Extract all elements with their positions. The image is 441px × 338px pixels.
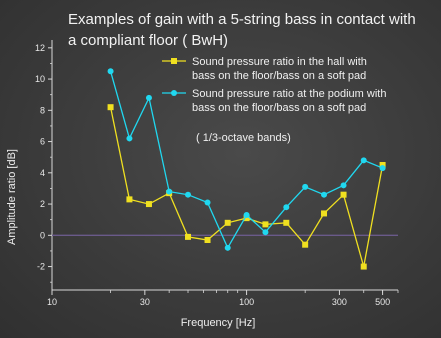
legend-marker-podium — [171, 90, 177, 96]
y-tick-label: 10 — [35, 74, 45, 84]
legend: Sound pressure ratio in the hall with ba… — [162, 56, 386, 144]
y-tick-label: 2 — [40, 199, 45, 209]
data-point-podium — [107, 68, 114, 75]
data-point-podium — [302, 183, 309, 190]
x-axis-label: Frequency [Hz] — [181, 317, 256, 329]
data-point-hall — [224, 219, 231, 226]
data-point-podium — [321, 191, 328, 198]
data-point-hall — [283, 219, 290, 226]
legend-label-hall-line-1: Sound pressure ratio in the hall with — [192, 56, 367, 68]
data-point-podium — [262, 229, 269, 236]
legend-label-podium-line-2: bass on the floor/bass on a soft pad — [192, 102, 366, 114]
data-point-podium — [224, 244, 231, 251]
data-point-podium — [204, 199, 211, 206]
chart-title-line-1: Examples of gain with a 5-string bass in… — [68, 11, 416, 28]
data-point-podium — [185, 191, 192, 198]
data-point-podium — [166, 188, 173, 195]
plot-area — [52, 68, 398, 270]
data-point-podium — [360, 157, 367, 164]
x-tick-label: 500 — [375, 297, 390, 307]
legend-entry-podium: Sound pressure ratio at the podium with … — [162, 88, 386, 114]
legend-entry-hall: Sound pressure ratio in the hall with ba… — [162, 56, 367, 82]
x-tick-label: 30 — [140, 297, 150, 307]
legend-label-podium-line-1: Sound pressure ratio at the podium with — [192, 88, 386, 100]
data-point-hall — [302, 241, 309, 248]
data-point-hall — [107, 104, 114, 111]
y-tick-label: 0 — [40, 230, 45, 240]
annotation-octave-bands: ( 1/3-octave bands) — [196, 132, 291, 144]
legend-label-hall-line-2: bass on the floor/bass on a soft pad — [192, 70, 366, 82]
y-tick-label: -2 — [37, 262, 45, 272]
data-point-hall — [340, 191, 347, 198]
data-point-podium — [145, 94, 152, 101]
data-point-hall — [243, 215, 250, 222]
data-point-hall — [321, 210, 328, 217]
data-point-hall — [185, 233, 192, 240]
data-point-hall — [145, 201, 152, 208]
data-point-hall — [126, 196, 133, 203]
data-point-hall — [360, 263, 367, 270]
data-point-podium — [243, 212, 250, 218]
data-point-podium — [126, 135, 133, 142]
chart-title-line-2: a compliant floor ( BwH) — [68, 32, 228, 49]
x-tick-label: 10 — [47, 297, 57, 307]
y-tick-label: 6 — [40, 137, 45, 147]
y-axis-label: Amplitude ratio [dB] — [6, 149, 18, 245]
data-point-podium — [340, 182, 347, 189]
x-tick-label: 100 — [239, 297, 254, 307]
y-tick-label: 8 — [40, 105, 45, 115]
data-point-hall — [262, 221, 269, 228]
legend-marker-hall — [171, 58, 177, 64]
y-tick-label: 4 — [40, 168, 45, 178]
data-point-hall — [204, 237, 211, 243]
axes: -2 0 2 4 6 8 10 12 10 30 100 300 500 — [35, 40, 399, 307]
data-point-podium — [379, 165, 386, 172]
data-point-podium — [283, 204, 290, 211]
y-tick-label: 12 — [35, 43, 45, 53]
data-point-hall — [379, 162, 386, 168]
x-tick-label: 300 — [332, 297, 347, 307]
